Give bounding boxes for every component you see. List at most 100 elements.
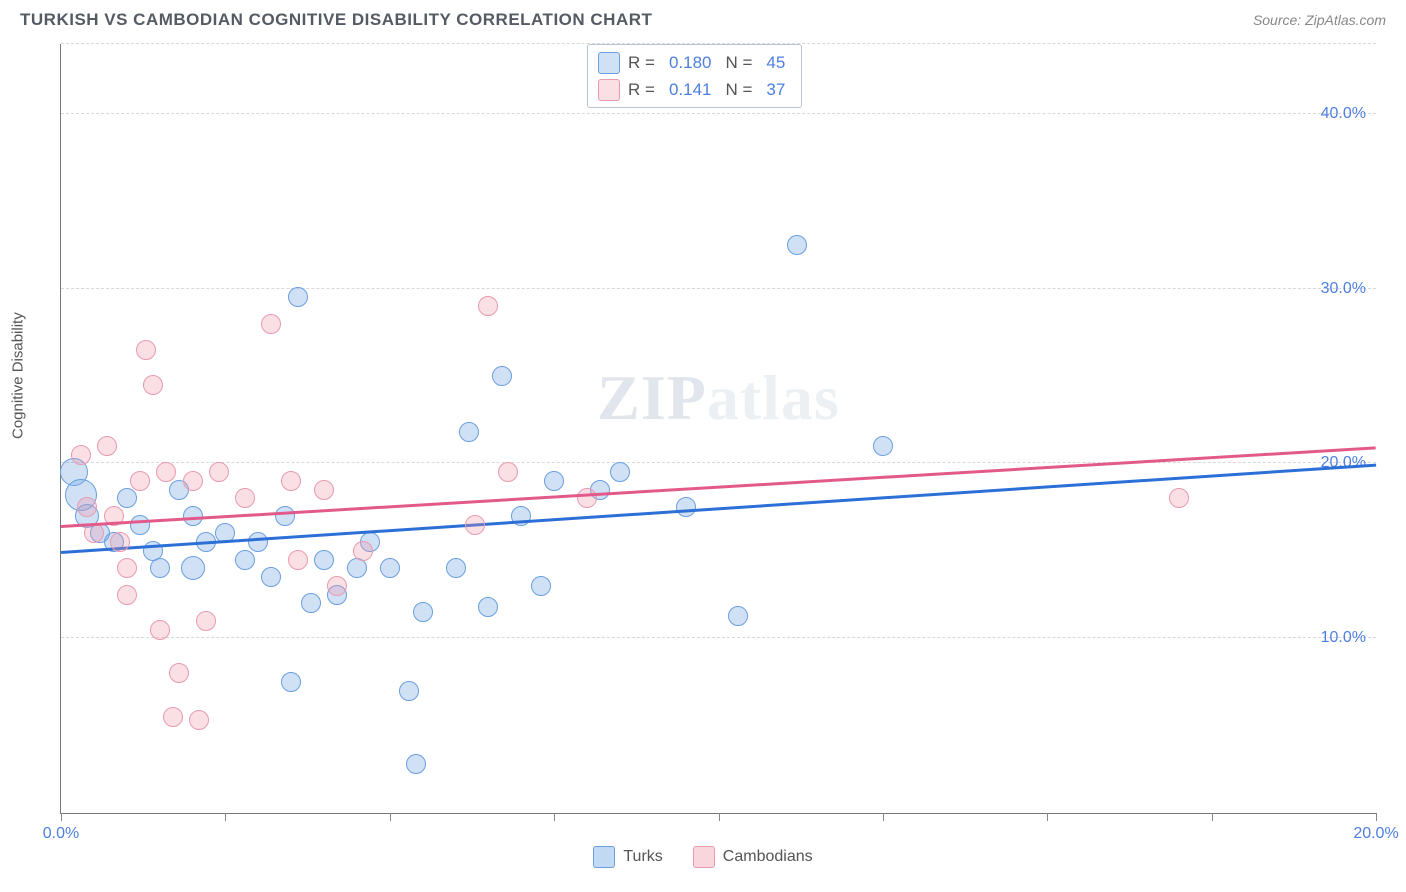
x-tick-label: 20.0%	[1353, 825, 1398, 843]
scatter-point	[1169, 488, 1189, 508]
scatter-point	[71, 445, 91, 465]
scatter-point	[465, 515, 485, 535]
source-label: Source: ZipAtlas.com	[1253, 12, 1386, 28]
scatter-point	[406, 754, 426, 774]
x-tick	[883, 813, 884, 821]
bottom-label-cambodians: Cambodians	[723, 848, 813, 866]
scatter-point	[110, 532, 130, 552]
scatter-point	[196, 611, 216, 631]
legend-r-label-0: R =	[628, 49, 655, 76]
legend-row-cambodians: R = 0.141 N = 37	[598, 76, 791, 103]
x-tick	[719, 813, 720, 821]
scatter-point	[275, 506, 295, 526]
watermark-atlas: atlas	[707, 362, 840, 433]
scatter-point	[209, 462, 229, 482]
scatter-point	[531, 576, 551, 596]
legend-n-value-1: 37	[766, 76, 785, 103]
y-tick-label: 40.0%	[1321, 105, 1366, 123]
scatter-point	[143, 375, 163, 395]
scatter-point	[347, 558, 367, 578]
scatter-point	[446, 558, 466, 578]
scatter-point	[288, 287, 308, 307]
bottom-swatch-turks	[593, 846, 615, 868]
scatter-point	[163, 707, 183, 727]
y-axis-label: Cognitive Disability	[10, 312, 27, 439]
x-tick	[1376, 813, 1377, 821]
scatter-point	[314, 480, 334, 500]
bottom-legend: Turks Cambodians	[10, 846, 1396, 868]
scatter-point	[478, 597, 498, 617]
x-tick	[61, 813, 62, 821]
scatter-point	[492, 366, 512, 386]
scatter-point	[873, 436, 893, 456]
y-tick-label: 20.0%	[1321, 454, 1366, 472]
scatter-point	[136, 340, 156, 360]
legend-row-turks: R = 0.180 N = 45	[598, 49, 791, 76]
gridline-h	[61, 288, 1376, 289]
x-tick	[1212, 813, 1213, 821]
scatter-point	[544, 471, 564, 491]
scatter-point	[77, 497, 97, 517]
scatter-point	[189, 710, 209, 730]
x-tick	[225, 813, 226, 821]
y-tick-label: 30.0%	[1321, 280, 1366, 298]
scatter-point	[261, 314, 281, 334]
scatter-point	[235, 488, 255, 508]
scatter-point	[117, 585, 137, 605]
scatter-point	[97, 436, 117, 456]
gridline-h	[61, 113, 1376, 114]
scatter-point	[181, 556, 205, 580]
scatter-point	[413, 602, 433, 622]
scatter-point	[281, 672, 301, 692]
legend-n-label-1: N =	[725, 76, 752, 103]
scatter-point	[150, 558, 170, 578]
bottom-legend-cambodians: Cambodians	[693, 846, 813, 868]
scatter-point	[156, 462, 176, 482]
swatch-cambodians	[598, 79, 620, 101]
swatch-turks	[598, 52, 620, 74]
plot-area: ZIPatlas R = 0.180 N = 45 R = 0.141 N = …	[60, 44, 1376, 814]
watermark-zip: ZIP	[597, 362, 707, 433]
legend-r-label-1: R =	[628, 76, 655, 103]
gridline-h	[61, 43, 1376, 44]
bottom-legend-turks: Turks	[593, 846, 662, 868]
legend-r-value-0: 0.180	[669, 49, 712, 76]
scatter-point	[235, 550, 255, 570]
scatter-point	[117, 558, 137, 578]
bottom-swatch-cambodians	[693, 846, 715, 868]
watermark: ZIPatlas	[597, 361, 840, 435]
scatter-point	[459, 422, 479, 442]
scatter-point	[130, 515, 150, 535]
scatter-point	[130, 471, 150, 491]
gridline-h	[61, 637, 1376, 638]
scatter-point	[787, 235, 807, 255]
scatter-point	[676, 497, 696, 517]
y-tick-label: 10.0%	[1321, 629, 1366, 647]
chart-title: TURKISH VS CAMBODIAN COGNITIVE DISABILIT…	[20, 10, 652, 30]
x-tick-label: 0.0%	[43, 825, 79, 843]
x-tick	[1047, 813, 1048, 821]
scatter-point	[183, 471, 203, 491]
x-tick	[554, 813, 555, 821]
plot-wrapper: Cognitive Disability ZIPatlas R = 0.180 …	[10, 34, 1396, 844]
legend-r-value-1: 0.141	[669, 76, 712, 103]
scatter-point	[150, 620, 170, 640]
scatter-point	[169, 663, 189, 683]
scatter-point	[380, 558, 400, 578]
title-row: TURKISH VS CAMBODIAN COGNITIVE DISABILIT…	[10, 10, 1396, 34]
scatter-point	[399, 681, 419, 701]
scatter-point	[84, 523, 104, 543]
scatter-point	[577, 488, 597, 508]
scatter-point	[281, 471, 301, 491]
bottom-label-turks: Turks	[623, 848, 662, 866]
scatter-point	[314, 550, 334, 570]
x-tick	[390, 813, 391, 821]
scatter-point	[327, 576, 347, 596]
top-legend-box: R = 0.180 N = 45 R = 0.141 N = 37	[587, 44, 802, 108]
trend-line	[61, 446, 1376, 527]
scatter-point	[301, 593, 321, 613]
legend-n-value-0: 45	[766, 49, 785, 76]
scatter-point	[248, 532, 268, 552]
scatter-point	[610, 462, 630, 482]
scatter-point	[478, 296, 498, 316]
